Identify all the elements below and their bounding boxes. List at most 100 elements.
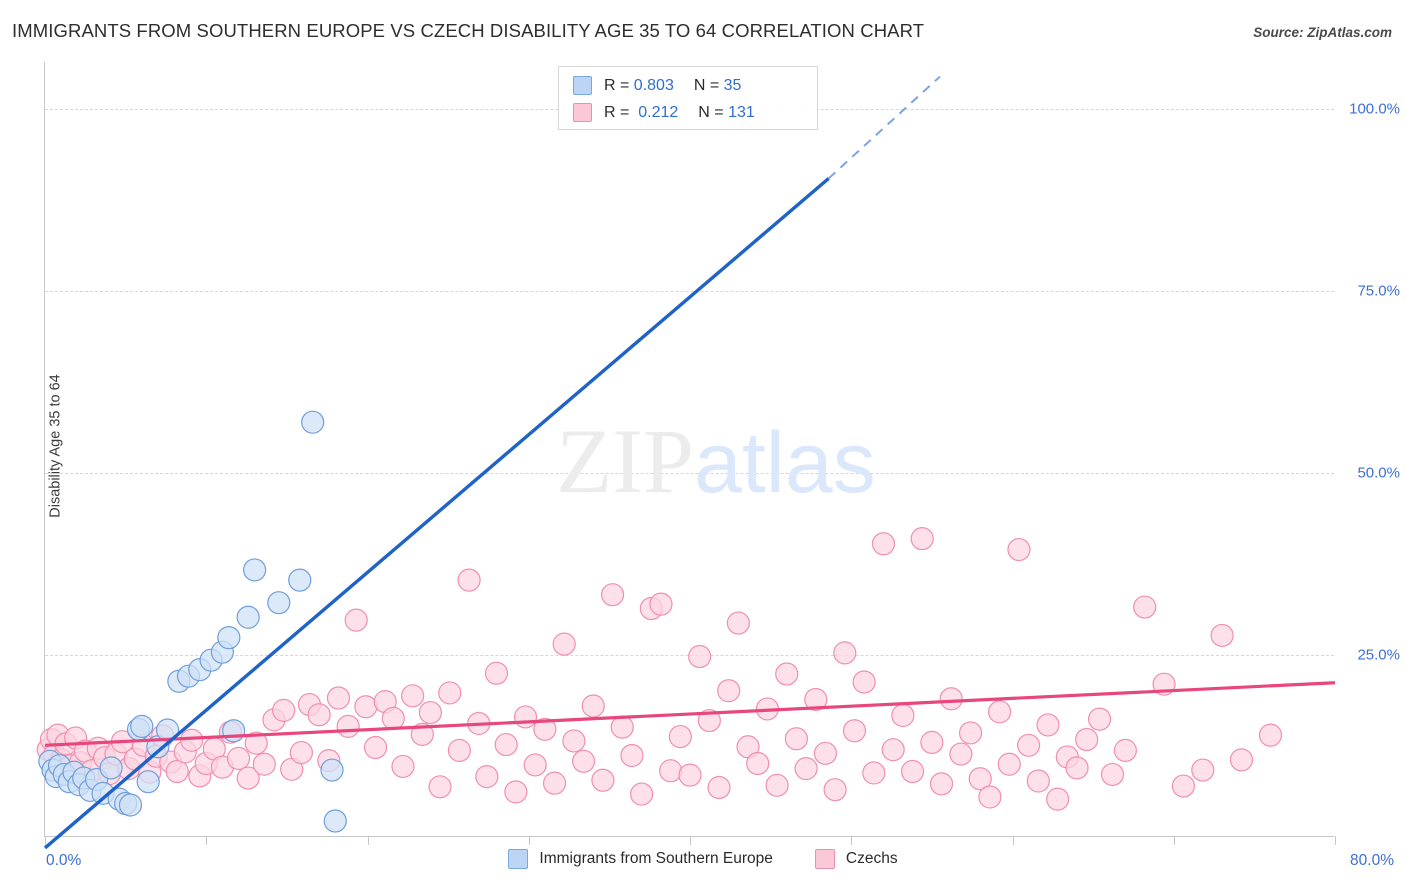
scatter-point[interactable] xyxy=(323,809,347,833)
scatter-point[interactable] xyxy=(678,763,702,787)
scatter-point[interactable] xyxy=(610,715,634,739)
scatter-point[interactable] xyxy=(910,527,934,551)
scatter-point[interactable] xyxy=(958,721,983,745)
scatter-point[interactable] xyxy=(428,775,452,799)
scatter-point[interactable] xyxy=(775,662,799,686)
scatter-point[interactable] xyxy=(813,741,838,765)
scatter-point[interactable] xyxy=(968,767,992,791)
scatter-point[interactable] xyxy=(307,703,331,727)
scatter-point[interactable] xyxy=(217,626,241,650)
scatter-point[interactable] xyxy=(244,731,268,755)
scatter-point[interactable] xyxy=(852,670,876,694)
scatter-point[interactable] xyxy=(1100,762,1125,787)
scatter-point[interactable] xyxy=(707,775,731,800)
scatter-point[interactable] xyxy=(484,661,509,685)
scatter-point[interactable] xyxy=(410,722,434,746)
scatter-point[interactable] xyxy=(1036,713,1060,737)
scatter-point[interactable] xyxy=(929,772,954,796)
scatter-point[interactable] xyxy=(697,708,721,733)
scatter-point[interactable] xyxy=(1133,595,1157,619)
scatter-point[interactable] xyxy=(823,778,847,802)
scatter-point[interactable] xyxy=(900,759,925,784)
scatter-point[interactable] xyxy=(571,749,596,773)
scatter-point[interactable] xyxy=(118,793,143,817)
scatter-point[interactable] xyxy=(180,728,204,752)
scatter-point[interactable] xyxy=(236,766,260,790)
scatter-point[interactable] xyxy=(949,742,973,766)
scatter-point[interactable] xyxy=(504,780,528,804)
scatter-point[interactable] xyxy=(659,759,683,783)
scatter-point[interactable] xyxy=(130,714,154,738)
scatter-point[interactable] xyxy=(418,700,442,725)
scatter-point[interactable] xyxy=(668,724,692,749)
scatter-point[interactable] xyxy=(542,771,567,795)
scatter-point[interactable] xyxy=(523,753,547,777)
legend-item-czechs[interactable]: Czechs xyxy=(814,849,898,869)
scatter-point[interactable] xyxy=(289,740,313,765)
scatter-point[interactable] xyxy=(381,706,405,730)
scatter-point[interactable] xyxy=(842,719,867,743)
scatter-point[interactable] xyxy=(1210,623,1234,648)
scatter-point[interactable] xyxy=(136,770,160,794)
scatter-point[interactable] xyxy=(649,592,673,616)
scatter-point[interactable] xyxy=(533,717,557,741)
scatter-point[interactable] xyxy=(457,568,481,592)
scatter-point[interactable] xyxy=(726,611,750,635)
scatter-point[interactable] xyxy=(326,686,351,710)
scatter-point[interactable] xyxy=(363,735,388,760)
scatter-point[interactable] xyxy=(1007,537,1031,562)
scatter-point[interactable] xyxy=(978,785,1002,809)
scatter-point[interactable] xyxy=(881,738,905,762)
scatter-point[interactable] xyxy=(301,410,325,434)
scatter-point[interactable] xyxy=(794,756,818,781)
scatter-point[interactable] xyxy=(804,687,828,712)
scatter-point[interactable] xyxy=(717,679,741,703)
scatter-point[interactable] xyxy=(552,632,576,656)
scatter-point[interactable] xyxy=(344,608,368,632)
scatter-point[interactable] xyxy=(891,703,915,728)
scatter-point[interactable] xyxy=(354,695,378,719)
scatter-point[interactable] xyxy=(630,782,654,806)
scatter-point[interactable] xyxy=(243,558,267,582)
scatter-point[interactable] xyxy=(401,684,425,708)
scatter-point[interactable] xyxy=(997,752,1021,776)
scatter-point[interactable] xyxy=(1075,727,1099,752)
legend-item-immigrants[interactable]: Immigrants from Southern Europe xyxy=(508,849,773,869)
scatter-point[interactable] xyxy=(252,752,276,776)
scatter-point[interactable] xyxy=(494,732,518,757)
scatter-point[interactable] xyxy=(746,751,770,776)
scatter-point[interactable] xyxy=(939,687,963,711)
scatter-point[interactable] xyxy=(1258,723,1283,747)
scatter-point[interactable] xyxy=(1171,774,1196,798)
scatter-point[interactable] xyxy=(99,756,123,780)
scatter-point[interactable] xyxy=(165,759,189,784)
scatter-point[interactable] xyxy=(272,698,296,722)
scatter-point[interactable] xyxy=(1087,707,1112,731)
scatter-point[interactable] xyxy=(236,605,260,629)
scatter-point[interactable] xyxy=(1191,758,1215,782)
scatter-point[interactable] xyxy=(320,758,344,782)
scatter-point[interactable] xyxy=(688,644,712,669)
scatter-point[interactable] xyxy=(222,719,246,743)
scatter-point[interactable] xyxy=(391,754,415,779)
scatter-point[interactable] xyxy=(920,730,944,754)
scatter-point[interactable] xyxy=(267,591,291,615)
scatter-point[interactable] xyxy=(475,765,499,789)
scatter-point[interactable] xyxy=(1113,738,1137,763)
scatter-point[interactable] xyxy=(1026,769,1050,793)
scatter-point[interactable] xyxy=(1065,756,1089,780)
scatter-point[interactable] xyxy=(1229,748,1254,772)
scatter-point[interactable] xyxy=(620,743,644,768)
scatter-point[interactable] xyxy=(1017,733,1041,757)
scatter-point[interactable] xyxy=(862,761,886,785)
scatter-point[interactable] xyxy=(591,768,615,792)
scatter-point[interactable] xyxy=(513,705,538,729)
scatter-point[interactable] xyxy=(600,583,625,607)
scatter-point[interactable] xyxy=(1046,787,1070,811)
scatter-point[interactable] xyxy=(562,729,586,753)
scatter-point[interactable] xyxy=(833,641,857,665)
scatter-point[interactable] xyxy=(871,532,896,556)
scatter-point[interactable] xyxy=(336,714,360,738)
scatter-point[interactable] xyxy=(987,700,1012,724)
scatter-point[interactable] xyxy=(765,773,789,797)
